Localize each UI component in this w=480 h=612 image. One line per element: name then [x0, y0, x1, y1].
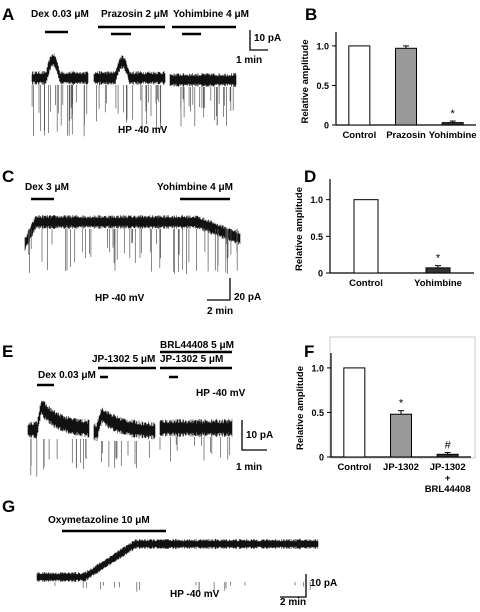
holding-potential-a: HP -40 mV	[118, 125, 168, 136]
trace-spikes	[96, 85, 162, 130]
trace-spikes	[180, 87, 234, 127]
drug-label-prazosin-a: Prazosin 2 μM	[101, 9, 168, 20]
significance-marker: *	[399, 398, 404, 410]
y-tick-label: 0.5	[316, 81, 329, 91]
panel-letter-c: C	[2, 167, 14, 186]
significance-marker: *	[451, 108, 456, 120]
y-tick-label: 0	[318, 269, 323, 279]
panel-frame-f	[329, 336, 476, 459]
current-trace	[93, 55, 166, 130]
holding-potential-g: HP -40 mV	[170, 589, 220, 600]
y-tick-label: 1.0	[316, 41, 329, 51]
trace-noise	[24, 215, 241, 251]
bar-chart-d: 0 0.5 1.0 Relative amplitude Control * Yohimbi…	[294, 179, 474, 289]
panel-letter-d: D	[304, 167, 316, 186]
scale-bar	[207, 278, 231, 301]
scale-label-current-g: 10 pA	[310, 578, 337, 589]
scale-bar	[249, 30, 268, 51]
trace-noise	[36, 539, 319, 582]
trace-spikes	[30, 439, 87, 477]
y-axis-label: Relative amplitude	[300, 40, 311, 124]
scale-label-time-c: 2 min	[207, 306, 233, 317]
scale-bar	[241, 420, 267, 451]
category-label: Yohimbine	[429, 130, 477, 141]
scale-label-current-e: 10 pA	[246, 430, 273, 441]
scale-label-current-a: 10 pA	[254, 33, 281, 44]
drug-label-yohimbine-c: Yohimbine 4 μM	[157, 182, 233, 193]
trace-spikes	[31, 85, 88, 137]
current-trace	[31, 53, 89, 137]
panel-letter-f: F	[304, 342, 314, 361]
holding-potential-c: HP -40 mV	[95, 293, 145, 304]
bar	[395, 47, 417, 126]
trace-noise	[93, 55, 166, 85]
drug-label-jp1302-e: JP-1302 5 μM	[92, 354, 155, 365]
bar-chart-b: 0 0.5 1.0 Relative amplitude Control Prazosin…	[300, 32, 477, 141]
trace-noise	[31, 53, 89, 85]
scale-bar	[280, 574, 307, 598]
current-trace	[27, 400, 90, 477]
category-sublabel: +	[445, 473, 451, 484]
y-axis-label: Relative amplitude	[295, 366, 306, 450]
category-sublabel: BRL44408	[425, 484, 471, 495]
trace-spikes	[28, 229, 238, 274]
scale-label-time-g: 2 min	[280, 597, 306, 607]
trace-spikes	[54, 582, 311, 592]
scale-label-current-c: 20 pA	[234, 292, 261, 303]
y-tick-label: 0.5	[311, 408, 324, 418]
y-tick-label: 0	[319, 453, 324, 463]
y-tick-label: 0	[324, 121, 329, 131]
panel-letter-a: A	[2, 5, 14, 24]
trace-noise	[93, 407, 156, 441]
category-label: Control	[349, 278, 383, 289]
category-label: Control	[342, 130, 376, 141]
drug-label-jp1302-brl-e: JP-1302 5 μM	[160, 354, 223, 365]
panel-letter-g: G	[2, 497, 15, 516]
y-tick-label: 0.5	[310, 232, 323, 242]
current-trace	[36, 539, 319, 592]
bar	[436, 453, 459, 458]
current-trace	[24, 215, 241, 274]
category-label: Control	[337, 462, 371, 473]
trace-noise	[27, 400, 90, 439]
bar	[425, 267, 451, 274]
trace-spikes	[101, 441, 150, 469]
drug-label-oxymetazoline-g: Oxymetazoline 10 μM	[48, 515, 150, 526]
y-axis-label: Relative amplitude	[294, 187, 305, 271]
bar	[348, 45, 371, 126]
scale-label-time-a: 1 min	[236, 55, 262, 66]
drug-label-brl44408-e: BRL44408 5 μM	[160, 340, 234, 351]
panel-letter-b: B	[305, 5, 317, 24]
category-label: JP-1302	[383, 462, 419, 473]
bar-chart-f: 0 0.5 1.0 Relative amplitude Control * JP-1302…	[295, 353, 471, 495]
drug-label-dex-c: Dex 3 μM	[25, 182, 69, 193]
y-tick-label: 1.0	[310, 195, 323, 205]
y-tick-label: 1.0	[311, 363, 324, 373]
bar	[441, 122, 464, 126]
current-trace	[169, 73, 237, 127]
panel-letter-e: E	[2, 342, 13, 361]
significance-marker: #	[445, 440, 452, 452]
current-trace	[159, 419, 233, 462]
trace-noise	[169, 73, 237, 87]
category-label: JP-1302	[430, 462, 466, 473]
category-label: Prazosin	[386, 130, 426, 141]
bar	[353, 199, 379, 274]
drug-label-dex-e: Dex 0.03 μM	[38, 370, 96, 381]
category-label: Yohimbine	[414, 278, 462, 289]
bar	[343, 367, 366, 458]
drug-label-dex-a: Dex 0.03 μM	[31, 9, 89, 20]
current-trace	[93, 407, 156, 469]
drug-label-yohimbine-a: Yohimbine 4 μM	[173, 9, 249, 20]
significance-marker: *	[436, 253, 441, 265]
trace-noise	[159, 419, 233, 437]
bar	[390, 413, 412, 458]
holding-potential-e: HP -40 mV	[196, 388, 246, 399]
scale-label-time-e: 1 min	[236, 462, 262, 473]
trace-spikes	[159, 437, 231, 462]
